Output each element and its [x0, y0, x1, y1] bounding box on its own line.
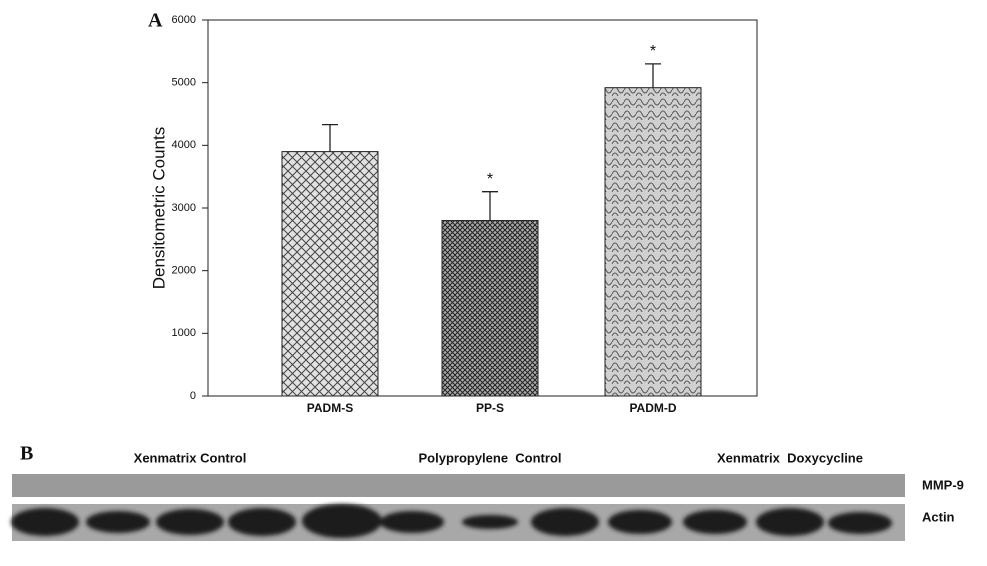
row-label: MMP-9 — [922, 477, 964, 492]
x-tick-label: PP-S — [476, 401, 504, 415]
y-tick-label: 5000 — [172, 77, 196, 89]
y-tick-label: 1000 — [172, 327, 196, 339]
bar — [442, 221, 538, 396]
error-bar — [482, 192, 498, 221]
group-label: Polypropylene Control — [418, 450, 561, 465]
panel-label: A — [148, 10, 163, 32]
significance-marker: * — [650, 43, 656, 60]
error-bar — [645, 64, 661, 88]
figure: A Densitometric Counts B Xenmatrix Contr… — [0, 0, 987, 566]
y-tick-label: 0 — [190, 390, 196, 402]
y-axis-label: Densitometric Counts — [149, 127, 168, 290]
y-tick-label: 2000 — [172, 265, 196, 277]
panel-label: B — [20, 443, 33, 465]
row-label: Actin — [922, 509, 955, 524]
y-tick-label: 4000 — [172, 139, 196, 151]
y-tick-label: 3000 — [172, 202, 196, 214]
group-label: Xenmatrix Doxycycline — [717, 450, 863, 465]
group-label: Xenmatrix Control — [134, 450, 247, 465]
x-tick-label: PADM-S — [307, 401, 353, 415]
y-tick-label: 6000 — [172, 14, 196, 26]
bar — [605, 88, 701, 396]
x-tick-label: PADM-D — [629, 401, 676, 415]
bar — [282, 152, 378, 396]
blot-strip — [12, 474, 905, 497]
error-bar — [322, 125, 338, 152]
significance-marker: * — [487, 171, 493, 188]
